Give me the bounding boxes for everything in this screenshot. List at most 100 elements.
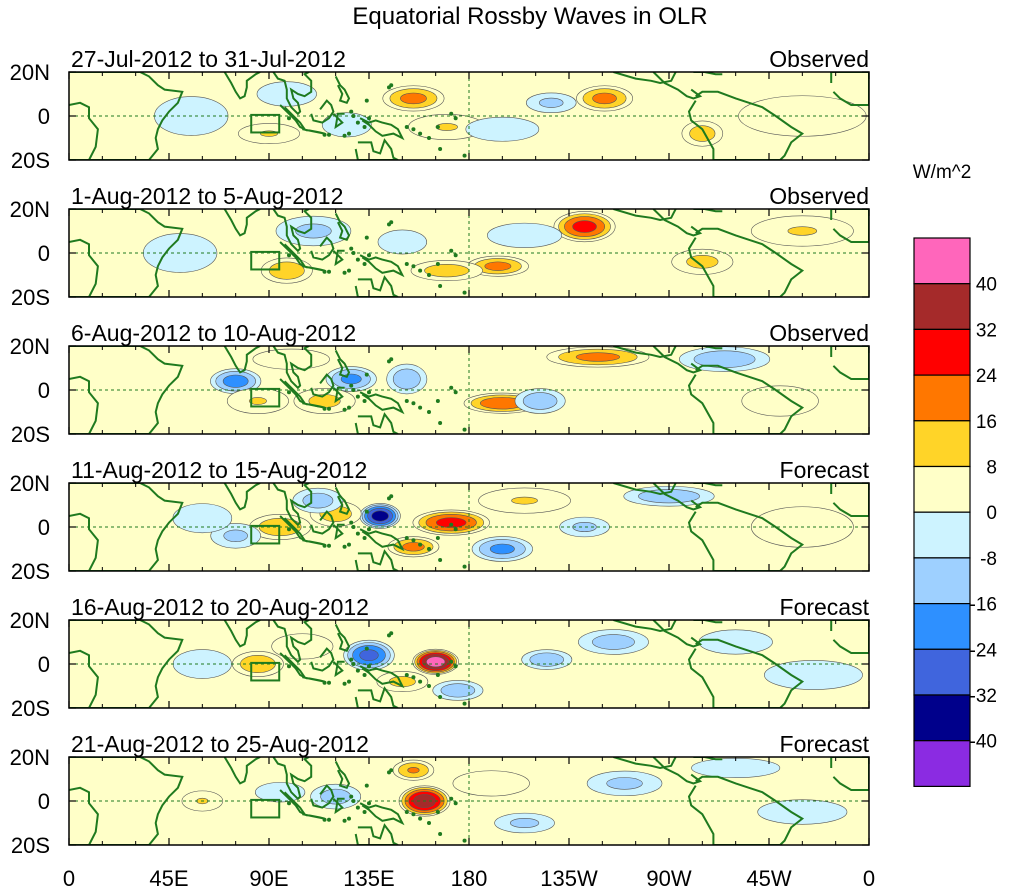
x-axis: 0 45E 90E 135E 180 135W 90W 45W 0	[63, 866, 875, 890]
island	[387, 633, 391, 638]
island	[362, 399, 367, 403]
colorbar-box	[913, 740, 971, 788]
coastline	[652, 209, 703, 237]
contour-level	[592, 634, 635, 650]
island	[411, 127, 416, 132]
coastline	[279, 652, 308, 680]
colorbar-box	[913, 694, 971, 742]
contour-level	[575, 352, 621, 362]
island	[367, 253, 371, 258]
island	[404, 262, 409, 266]
island	[453, 664, 458, 669]
island	[449, 522, 454, 527]
y-tick-label: 20S	[11, 148, 50, 173]
contour-level	[359, 649, 379, 662]
reference-box	[250, 387, 281, 408]
contour-level	[172, 503, 233, 534]
island	[287, 253, 291, 258]
coastline	[359, 391, 405, 415]
coastline	[693, 620, 723, 624]
island	[404, 810, 409, 814]
coastline	[687, 90, 805, 160]
island	[427, 136, 431, 140]
y-tick-label: 20S	[11, 285, 50, 310]
island	[427, 273, 431, 277]
island	[387, 496, 391, 501]
island	[449, 796, 454, 801]
colorbar-box	[913, 511, 971, 559]
colorbar-label: 16	[976, 412, 997, 433]
contour-level	[377, 229, 427, 255]
island	[449, 659, 454, 664]
island	[322, 680, 327, 685]
island	[364, 235, 369, 240]
colorbar-box	[913, 420, 971, 468]
y-tick-label: 20S	[11, 696, 50, 721]
reference-box	[250, 661, 281, 682]
island	[462, 564, 467, 569]
coastline	[359, 254, 405, 278]
island	[367, 801, 371, 806]
island	[418, 405, 423, 410]
island	[364, 98, 369, 103]
island	[387, 222, 391, 227]
panel-status-label: Observed	[769, 320, 869, 346]
y-tick-label: 20N	[10, 334, 50, 359]
island	[435, 399, 440, 403]
colorbar-box	[913, 557, 971, 605]
coastline	[359, 802, 405, 826]
island	[438, 832, 443, 836]
island	[349, 109, 354, 114]
anomaly-field	[69, 483, 869, 571]
coastline	[332, 386, 345, 404]
coastline	[613, 72, 677, 85]
coastline	[693, 346, 723, 350]
contour-level	[295, 223, 332, 239]
island	[362, 810, 367, 814]
island	[362, 262, 367, 266]
contour-level	[741, 385, 819, 417]
coastline	[272, 483, 313, 527]
island	[367, 664, 371, 669]
anomaly-field	[69, 620, 869, 708]
contour-level	[465, 116, 540, 142]
contour-level	[764, 660, 863, 690]
coastline	[193, 620, 261, 648]
anomaly-field	[69, 72, 869, 160]
colorbar-box	[913, 374, 971, 422]
island	[462, 427, 467, 432]
island	[462, 701, 467, 706]
coastline	[334, 349, 351, 379]
coastline	[334, 486, 351, 516]
island	[347, 268, 351, 273]
island	[349, 246, 354, 251]
island	[355, 257, 360, 262]
island	[367, 390, 371, 395]
island	[453, 801, 458, 806]
island	[349, 383, 354, 388]
panel: 20N 0 20S 21-Aug-2012 to 25-Aug-2012 Forecas…	[10, 731, 870, 858]
coastline	[332, 249, 345, 267]
y-tick-label: 20N	[10, 60, 50, 85]
island	[327, 817, 331, 822]
coastline	[613, 757, 677, 770]
x-tick-label: 45E	[149, 866, 188, 890]
island	[287, 390, 291, 395]
coastline	[830, 346, 869, 380]
island	[362, 536, 367, 540]
colorbar-label: 40	[976, 275, 997, 296]
panel-period-label: 16-Aug-2012 to 20-Aug-2012	[71, 594, 369, 620]
coastline	[69, 620, 184, 708]
contour-level	[522, 392, 558, 410]
island	[355, 394, 360, 399]
island	[427, 684, 431, 688]
island	[438, 695, 443, 699]
coastline	[613, 620, 677, 633]
contour-level	[489, 543, 515, 555]
island	[347, 131, 351, 136]
colorbar-label: -40	[970, 732, 997, 753]
island	[438, 147, 443, 151]
panel-period-label: 27-Jul-2012 to 31-Jul-2012	[71, 46, 346, 72]
island	[362, 673, 367, 677]
island	[327, 269, 331, 274]
